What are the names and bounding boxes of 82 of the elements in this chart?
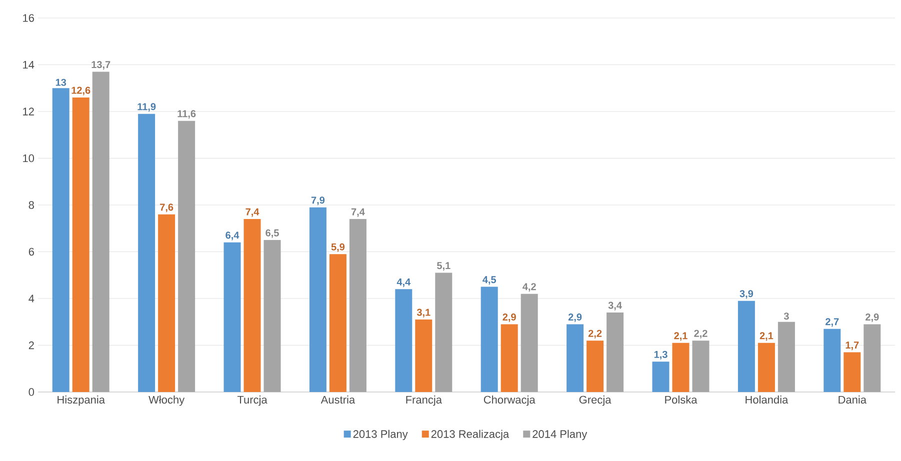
data-label: 11,6	[178, 110, 196, 119]
bar	[72, 97, 90, 392]
bar	[52, 88, 70, 392]
bar	[738, 300, 755, 392]
data-label: 1,3	[654, 350, 668, 360]
bar	[778, 322, 795, 392]
data-label: 11,9	[138, 103, 156, 112]
y-tick-label: 12	[23, 108, 34, 116]
data-label: 2,9	[866, 313, 879, 322]
data-label: 4,5	[482, 276, 496, 285]
y-tick-label: 4	[28, 294, 34, 302]
bar	[395, 289, 412, 392]
bar	[500, 324, 518, 392]
x-tick-label: Austria	[320, 396, 356, 404]
data-label: 7,9	[311, 196, 325, 206]
data-label: 7,6	[160, 204, 174, 212]
data-label: 4,2	[522, 283, 536, 292]
y-tick-label: 0	[28, 388, 34, 396]
bar	[652, 362, 670, 392]
data-label: 3	[784, 312, 789, 320]
x-tick-label: Holandia	[746, 396, 788, 404]
data-label: 7,4	[246, 208, 260, 217]
bar	[264, 240, 281, 392]
data-label: 4,4	[396, 278, 411, 287]
x-tick-label: Francja	[406, 396, 442, 406]
data-label: 3,4	[608, 302, 622, 310]
bar	[309, 207, 326, 392]
data-label: 5,9	[331, 243, 345, 252]
bar	[92, 72, 110, 392]
x-tick-label: Hiszpania	[58, 396, 105, 406]
data-label: 2,1	[674, 332, 688, 341]
bar	[586, 340, 604, 392]
data-label: 2,7	[826, 318, 839, 327]
bar	[758, 342, 775, 392]
bar	[415, 320, 432, 392]
bar	[178, 120, 196, 392]
data-label: 2,9	[502, 313, 516, 322]
bar	[520, 294, 538, 392]
data-label: 12,6	[72, 86, 90, 96]
x-tick-label: Turcja	[237, 396, 268, 406]
bar	[864, 324, 881, 392]
data-label: 5,1	[437, 262, 450, 271]
legend-label: 2013 Plany	[353, 430, 408, 440]
bar	[480, 286, 498, 392]
bar	[824, 328, 841, 392]
bar	[844, 352, 861, 392]
data-label: 2,1	[760, 332, 774, 341]
bar	[224, 242, 241, 392]
bar	[606, 312, 624, 392]
bar	[158, 214, 176, 392]
x-tick-label: Polska	[665, 396, 698, 404]
legend-label: 2013 Realizacja	[431, 430, 510, 440]
data-label: 2,2	[588, 330, 602, 338]
data-label: 6,5	[266, 229, 279, 238]
bar	[138, 114, 156, 392]
bar	[692, 340, 710, 392]
bar	[672, 342, 690, 392]
bar	[244, 219, 261, 392]
data-label: 7,4	[351, 208, 365, 217]
data-label: 2,9	[568, 313, 582, 322]
data-label: 13,7	[92, 61, 110, 70]
legend-label: 2014 Plany	[532, 430, 588, 440]
y-tick-label: 6	[28, 248, 34, 256]
x-tick-label: Chorwacja	[484, 396, 536, 406]
x-tick-label: Włochy	[148, 396, 185, 406]
y-tick-label: 16	[23, 14, 34, 22]
bar	[566, 324, 584, 392]
y-tick-label: 14	[23, 60, 34, 69]
x-tick-label: Dania	[838, 396, 867, 404]
data-label: 1,7	[846, 342, 859, 350]
data-label: 3,9	[740, 290, 754, 299]
y-tick-label: 2	[28, 341, 34, 350]
y-tick-label: 8	[28, 201, 34, 209]
x-tick-label: Grecja	[579, 396, 612, 406]
data-label: 6,4	[226, 232, 240, 240]
bar	[349, 219, 366, 392]
bar	[329, 254, 346, 392]
y-tick-label: 10	[23, 154, 34, 162]
data-label: 2,2	[694, 330, 708, 338]
data-label: 3,1	[416, 308, 430, 318]
data-label: 13	[56, 78, 66, 86]
bar	[435, 272, 452, 392]
